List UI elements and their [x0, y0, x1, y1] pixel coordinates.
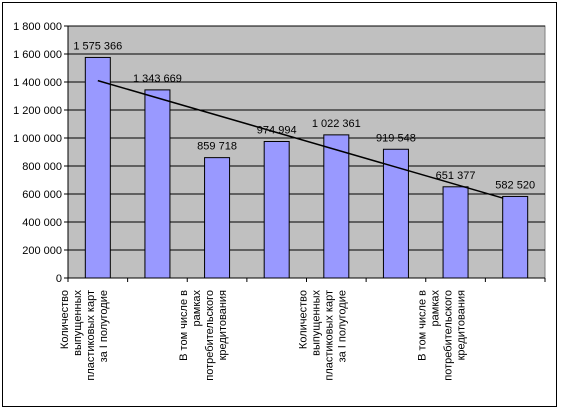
y-tick-label: 400 000 — [22, 217, 62, 229]
data-label: 1 575 366 — [73, 40, 122, 52]
category-label-line: кредитования — [456, 290, 468, 360]
data-label: 651 377 — [436, 170, 476, 182]
bar — [442, 186, 469, 279]
bar — [144, 89, 171, 279]
category-label-line: пластиковых карт — [85, 290, 97, 381]
category-label-line: выпущенных — [310, 290, 322, 356]
category-label-line: рамках — [430, 290, 442, 327]
bar — [323, 134, 350, 279]
data-label: 1 022 361 — [312, 118, 361, 130]
category-label-line: за I полугодие — [336, 290, 348, 362]
category-label-line: рамках — [191, 290, 203, 327]
data-label: 974 994 — [257, 125, 297, 137]
y-tick-label: 1 600 000 — [13, 49, 62, 61]
category-labels: Количество выпущенных пластиковых карт за I… — [59, 290, 468, 381]
plot-area — [67, 25, 546, 279]
bar — [382, 148, 409, 279]
category-label: Количество выпущенных пластиковых карт за I… — [297, 290, 348, 381]
bars — [84, 56, 529, 279]
category-label: В том числе в рамках потребительского креди… — [417, 290, 468, 381]
y-tick-label: 1 200 000 — [13, 105, 62, 117]
data-label: 582 520 — [495, 179, 535, 191]
trend-line — [97, 79, 504, 199]
data-label: 1 343 669 — [133, 73, 182, 85]
bar — [263, 141, 290, 279]
bar — [502, 195, 529, 279]
category-label: В том числе в рамках потребительского креди… — [178, 290, 229, 381]
category-label-line: Количество — [59, 290, 71, 349]
category-label-line: за I полугодие — [98, 290, 110, 362]
data-labels: 1 575 366 1 343 669 859 718 974 994 1 022 36… — [73, 40, 535, 191]
bar — [204, 157, 231, 279]
category-label-line: пластиковых карт — [323, 290, 335, 381]
category-label-line: кредитования — [217, 290, 229, 360]
category-label: Количество выпущенных пластиковых карт за I… — [59, 290, 110, 381]
data-label: 919 548 — [376, 132, 416, 144]
y-tick-label: 1 800 000 — [13, 21, 62, 33]
category-label-line: В том числе в — [178, 290, 190, 361]
y-tick-label: 600 000 — [22, 189, 62, 201]
y-tick-label: 1 000 000 — [13, 133, 62, 145]
category-label-line: Количество — [297, 290, 309, 349]
data-label: 859 718 — [197, 141, 237, 153]
y-tick-label: 800 000 — [22, 161, 62, 173]
category-label-line: потребительского — [204, 290, 216, 381]
category-label-line: потребительского — [443, 290, 455, 381]
y-tick-label: 1 400 000 — [13, 77, 62, 89]
y-tick-label: 0 — [56, 273, 62, 285]
category-label-line: выпущенных — [72, 290, 84, 356]
category-label-line: В том числе в — [417, 290, 429, 361]
y-tick-label: 200 000 — [22, 245, 62, 257]
bar — [84, 56, 111, 279]
